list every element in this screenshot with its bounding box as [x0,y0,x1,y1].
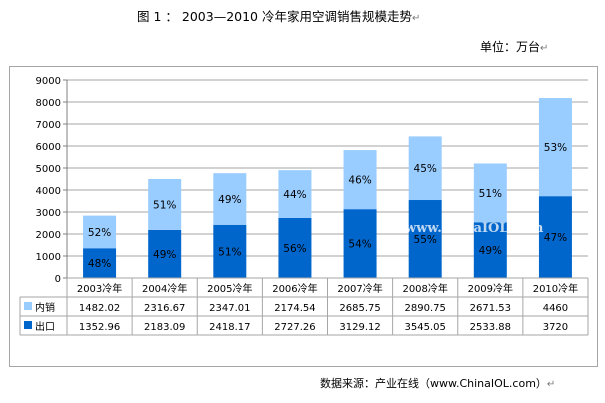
y-tick-label: 3000 [36,208,61,219]
bar-export [343,209,377,278]
bar-export [408,200,442,278]
percent-label-domestic: 53% [544,142,567,154]
data-table: 2003冷年 2004冷年 2005冷年 2006冷年 2007冷年 2008冷年 2009… [19,277,589,336]
percent-label-export: 51% [218,246,241,258]
bar-domestic [278,170,312,219]
percent-label-domestic: 49% [218,194,241,206]
unit-label: 单位：万台↵ [480,38,548,55]
bar-export [148,229,182,278]
legend-domestic-label: 内销 [35,301,55,314]
figure-label: 图 1 ： [137,9,178,24]
y-tick-label: 6000 [36,142,61,153]
percent-label-domestic: 45% [414,163,437,175]
percent-label-domestic: 46% [348,175,371,187]
bar-export [473,222,507,278]
bar-domestic [148,179,182,230]
source-prefix: 数据来源：产业在线（ [320,377,430,390]
bar-export [213,224,247,278]
x-category-label: 2003冷年 [77,282,122,295]
bar-domestic [538,98,572,197]
chart-title: 图 1 ： 2003—2010 冷年家用空调销售规模走势↵ [137,6,420,25]
percent-label-export: 47% [544,232,567,244]
table-cell: 4460 [543,303,568,314]
x-category-label: 2009冷年 [468,282,513,295]
bar-labels: 48% 52% 49% 51% 51% 49% 56% 44% 54% 46% 55% 45% 49% 5… [88,142,567,270]
bar-export [278,218,312,278]
percent-label-domestic: 44% [283,189,306,201]
return-mark: ↵ [412,13,421,24]
x-category-label: 2005冷年 [207,282,252,295]
y-tick-label: 7000 [36,120,61,131]
x-category-label: 2010冷年 [533,282,578,295]
y-tick-label: 0 [55,274,61,285]
y-tick-label: 4000 [36,186,61,197]
table-cell: 2316.67 [144,303,185,314]
table-cell: 2533.88 [470,322,511,333]
table-cell: 2890.75 [405,303,446,314]
legend-domestic-key [24,302,32,310]
y-tick-label: 9000 [36,76,61,87]
table-cell: 3545.05 [405,322,446,333]
legend-export-key [24,321,32,329]
percent-label-export: 49% [153,249,176,261]
table-cell: 2418.17 [209,322,250,333]
unit-text: 单位：万台 [480,40,541,54]
bar-domestic [213,173,247,225]
y-tick-label: 8000 [36,98,61,109]
table-cell: 2727.26 [274,322,315,333]
table-cell: 3129.12 [339,322,380,333]
percent-label-domestic: 51% [479,188,502,200]
percent-label-export: 49% [479,245,502,257]
x-category-label: 2008冷年 [402,282,447,295]
table-cell: 1352.96 [79,322,120,333]
watermark: www.chinaIOL.com [404,221,544,236]
table-cell: 2685.75 [339,303,380,314]
table-cell: 2347.01 [209,303,250,314]
percent-label-export: 55% [414,234,437,246]
y-tick-label: 5000 [36,164,61,175]
percent-label-domestic: 52% [88,227,111,239]
table-cell: 1482.02 [79,303,120,314]
gridlines [67,79,588,279]
bar-export [538,196,572,278]
unit-return-mark: ↵ [540,43,549,54]
percent-label-export: 56% [283,243,306,255]
legend-export-label: 出口 [35,320,55,333]
percent-label-export: 48% [88,258,111,270]
percent-label-export: 54% [348,239,371,251]
x-category-label: 2006冷年 [272,282,317,295]
bars [83,98,572,278]
source-suffix: ） [535,377,547,390]
bar-export [83,248,117,278]
table-cell: 2174.54 [274,303,315,314]
table-cell: 2183.09 [144,322,185,333]
percent-label-domestic: 51% [153,199,176,211]
y-tick-label: 2000 [36,230,61,241]
source-link[interactable]: www.ChinaIOL.com [430,377,536,390]
x-category-label: 2007冷年 [337,282,382,295]
title-text: 2003—2010 冷年家用空调销售规模走势 [181,9,412,24]
axes: 0 1000 2000 3000 4000 5000 6000 7000 8000 9000 [36,76,68,285]
bar-domestic [473,163,507,223]
bar-domestic [343,150,377,210]
y-tick-label: 1000 [36,252,61,263]
table-cell: 3720 [543,322,568,333]
bar-domestic [83,215,117,249]
source-return-mark: ↵ [546,379,556,390]
bar-domestic [408,136,442,201]
x-category-label: 2004冷年 [142,282,187,295]
source-note: 数据来源：产业在线（www.ChinaIOL.com）↵ [320,375,555,391]
table-cell: 2671.53 [470,303,511,314]
